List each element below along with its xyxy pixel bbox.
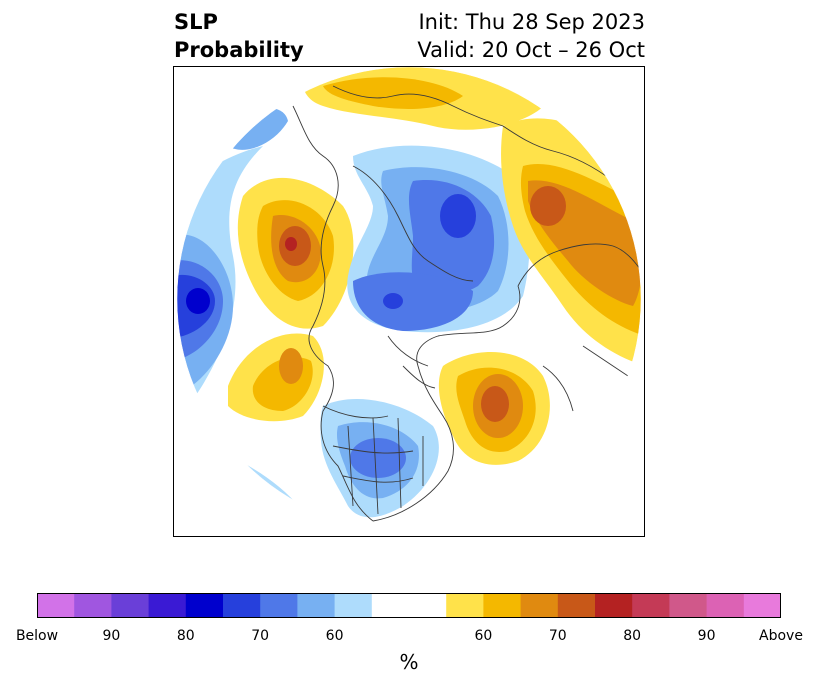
colorbar (37, 593, 781, 618)
colorbar-tick-label: Below (15, 628, 59, 644)
colorbar-tick-label: 80 (176, 628, 195, 644)
colorbar-tick-label: 90 (102, 628, 121, 644)
colorbar-cell (185, 593, 224, 618)
colorbar-cell (74, 593, 112, 618)
colorbar-cell (706, 593, 745, 618)
below-core-us (350, 438, 406, 478)
title-right: Init: Thu 28 Sep 2023 Valid: 20 Oct – 26… (417, 8, 645, 64)
above-peak-nw (285, 237, 297, 251)
colorbar-cell (111, 593, 150, 618)
colorbar-cell (557, 593, 596, 618)
colorbar-cell (743, 593, 781, 618)
above-core-atlantic (481, 386, 509, 422)
colorbar-tick-label: 80 (623, 628, 642, 644)
valid-range: Valid: 20 Oct – 26 Oct (417, 38, 645, 62)
colorbar-cell (148, 593, 187, 618)
colorbar-cell (260, 593, 298, 618)
colorbar-cell (223, 593, 261, 618)
below-core-arctic (440, 194, 476, 238)
colorbar-cell (334, 593, 373, 618)
colorbar-cell (669, 593, 708, 618)
below-core-central (383, 293, 403, 309)
below-core-west (186, 288, 210, 314)
colorbar-tick-label: 70 (548, 628, 567, 644)
colorbar-tick-label: 60 (474, 628, 493, 644)
above-region-north-mid (323, 77, 463, 109)
colorbar-tick-label: 90 (697, 628, 716, 644)
title-variable: SLP (174, 10, 218, 34)
above-core-sw (279, 348, 303, 384)
colorbar-unit: % (399, 650, 419, 674)
below-region-central (353, 272, 473, 331)
title-type: Probability (174, 38, 304, 62)
colorbar-cell (483, 593, 522, 618)
colorbar-cell (371, 593, 410, 618)
colorbar-cell (632, 593, 670, 618)
probability-map (173, 66, 645, 537)
colorbar-cell (446, 593, 484, 618)
colorbar-tick-label: 60 (325, 628, 344, 644)
colorbar-tick-label: 70 (251, 628, 270, 644)
init-date: Init: Thu 28 Sep 2023 (418, 10, 645, 34)
colorbar-cell (37, 593, 75, 618)
colorbar-cell (595, 593, 633, 618)
above-core-east (530, 186, 566, 226)
colorbar-cell (520, 593, 559, 618)
colorbar-cell (409, 593, 447, 618)
colorbar-tick-label: Above (759, 628, 803, 644)
colorbar-cell (297, 593, 336, 618)
title-left: SLP Probability (174, 8, 304, 64)
